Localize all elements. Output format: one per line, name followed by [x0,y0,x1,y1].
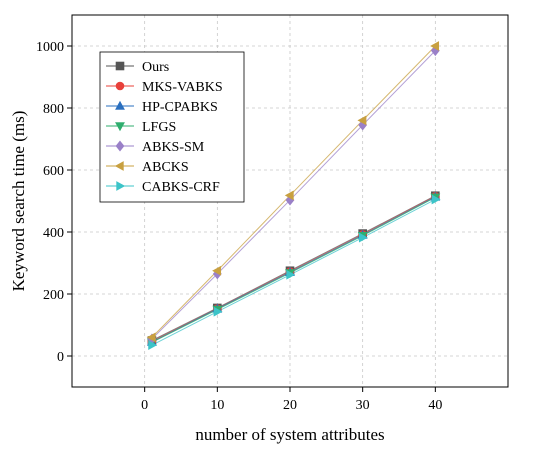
legend-label: HP-CPABKS [142,100,218,115]
legend-box [99,51,245,203]
legend-marker [115,61,125,71]
x-tick-label: 30 [356,398,370,413]
data-point-cabks-crf [148,340,158,351]
legend-label: MKS-VABKS [142,80,223,95]
y-axis-title: Keyword search time (ms) [9,111,28,292]
y-tick-label: 600 [43,164,64,179]
data-point-abcks [357,115,367,126]
y-tick-label: 800 [43,102,64,117]
y-tick-label: 0 [57,350,64,365]
data-point-abcks [212,265,222,276]
x-tick-label: 20 [283,398,297,413]
legend-marker [115,100,125,110]
data-point-cabks-crf [213,306,223,317]
legend-label: LFGS [142,120,176,135]
legend-marker [115,140,125,152]
legend-marker [115,81,125,91]
data-point-cabks-crf [286,269,296,280]
data-point-abcks [146,332,156,343]
data-point-cabks-crf [358,232,368,243]
y-tick-label: 200 [43,288,64,303]
legend-marker [114,161,124,171]
y-axis-ticks: 0 200 400 600 800 1000 [36,40,72,365]
y-tick-label: 400 [43,226,64,241]
legend-label: ABKS-SM [142,140,205,155]
legend-label: CABKS-CRF [142,180,220,195]
x-axis-title: number of system attributes [195,425,384,444]
legend-marker [115,122,125,132]
legend-label: ABCKS [142,160,189,175]
data-point-abcks [284,190,294,201]
legend-label: Ours [142,60,169,75]
x-tick-label: 40 [428,398,442,413]
series-markers [146,41,441,351]
legend-marker [116,181,126,191]
data-point-abcks [430,41,440,51]
x-axis-ticks: 0 10 20 30 40 [141,387,442,413]
data-point-cabks-crf [431,194,441,205]
x-tick-label: 10 [210,398,224,413]
legend: Ours MKS-VABKS HP-CPABKS LFGS ABKS-SM ABCKS CA… [99,51,245,203]
x-tick-label: 0 [141,398,148,413]
y-tick-label: 1000 [36,40,64,55]
